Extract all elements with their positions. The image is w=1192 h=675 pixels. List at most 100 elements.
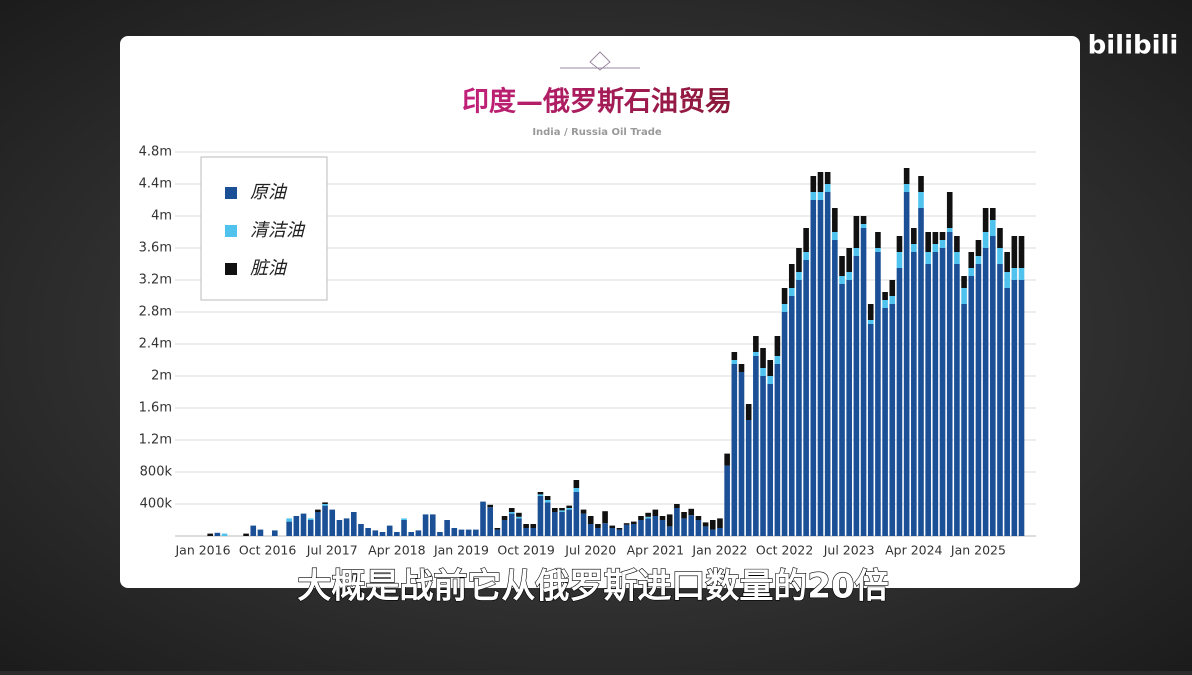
x-tick-label: Jul 2023	[823, 543, 875, 558]
bar-segment	[516, 512, 522, 517]
caption: 大概是战前它从俄罗斯进口数量的20倍	[297, 567, 888, 607]
bar-segment	[796, 248, 802, 272]
bar-segment	[286, 521, 292, 536]
bar-segment	[817, 172, 824, 192]
bar-segment	[501, 520, 508, 536]
bar-segment	[824, 172, 831, 184]
bar-segment	[487, 504, 493, 508]
bar-segment	[394, 532, 400, 536]
legend-swatch	[225, 225, 237, 237]
bar-segment	[544, 500, 551, 503]
bar-segment	[508, 513, 515, 536]
bar-segment	[530, 524, 537, 528]
bar-segment	[961, 304, 967, 536]
bar-segment	[925, 252, 931, 264]
y-tick-label: 3.6m	[139, 241, 172, 256]
bar-segment	[846, 272, 852, 280]
bar-segment	[1004, 252, 1010, 272]
bar-segment	[860, 224, 867, 228]
bar-segment	[659, 516, 666, 520]
legend-swatch	[225, 187, 237, 199]
bar-segment	[631, 521, 637, 524]
bar-segment	[587, 524, 594, 536]
bar-segment	[322, 504, 328, 506]
bar-segment	[982, 232, 989, 248]
bar-segment	[911, 244, 917, 252]
bar-segment	[709, 520, 716, 530]
bar-segment	[214, 532, 221, 536]
x-tick-label: Oct 2019	[497, 543, 554, 558]
bar-segment	[867, 304, 874, 320]
bar-segment	[954, 236, 960, 252]
bar-segment	[408, 532, 415, 536]
bar-segment	[824, 192, 831, 536]
y-tick-label: 2m	[151, 369, 172, 384]
bar-segment	[473, 529, 479, 536]
bar-segment	[401, 518, 407, 520]
bar-segment	[839, 256, 845, 276]
bar-segment	[997, 264, 1003, 536]
bar-segment	[810, 200, 817, 536]
bar-segment	[968, 252, 975, 268]
bar-segment	[745, 420, 752, 536]
bar-segment	[997, 248, 1003, 264]
bar-segment	[666, 514, 673, 527]
bar-segment	[760, 368, 766, 376]
bar-segment	[781, 312, 788, 536]
bar-segment	[867, 324, 874, 536]
bar-segment	[803, 228, 809, 252]
bar-segment	[946, 192, 953, 228]
y-tick-label: 4.8m	[139, 145, 172, 160]
bar-segment	[250, 525, 257, 536]
bar-segment	[602, 511, 608, 524]
bar-segment	[444, 520, 450, 536]
bar-segment	[322, 505, 328, 536]
bar-segment	[788, 288, 795, 296]
bar-segment	[508, 508, 515, 512]
bar-segment	[350, 512, 357, 536]
bar-segment	[666, 526, 673, 536]
bar-segment	[580, 513, 587, 536]
bar-segment	[580, 509, 587, 514]
bar-segment	[760, 348, 766, 368]
bar-segment	[652, 509, 659, 516]
bar-segment	[480, 501, 486, 536]
legend-label: 清洁油	[250, 220, 306, 241]
legend-label: 原油	[250, 182, 288, 203]
bar-segment	[932, 232, 939, 244]
bar-segment	[609, 528, 616, 536]
ornament	[560, 51, 640, 71]
bar-segment	[946, 228, 953, 232]
bar-segment	[731, 360, 738, 364]
bar-segment	[954, 252, 960, 264]
legend-swatch	[225, 263, 237, 275]
bar-segment	[817, 192, 824, 200]
bar-segment	[918, 176, 924, 192]
bar-segment	[566, 505, 572, 508]
bar-segment	[968, 276, 975, 536]
bar-segment	[796, 280, 802, 536]
bar-segment	[853, 216, 860, 248]
bar-segment	[638, 520, 644, 536]
bar-segment	[1018, 268, 1025, 280]
bar-segment	[1004, 272, 1010, 288]
bar-segment	[738, 372, 745, 536]
bar-segment	[839, 276, 845, 284]
bar-segment	[674, 508, 680, 536]
bar-segment	[293, 516, 300, 536]
bar-segment	[860, 216, 867, 224]
bar-segment	[803, 260, 809, 536]
bar-segment	[544, 502, 551, 536]
bar-segment	[702, 526, 709, 536]
bar-segment	[386, 525, 393, 536]
bar-segment	[315, 512, 321, 536]
bar-segment	[559, 510, 565, 512]
bar-segment	[307, 518, 314, 520]
bar-segment	[975, 264, 982, 536]
bar-segment	[638, 516, 644, 520]
bar-segment	[982, 208, 989, 232]
bar-segment	[982, 248, 989, 536]
bar-segment	[695, 520, 702, 536]
bar-segment	[300, 513, 307, 536]
